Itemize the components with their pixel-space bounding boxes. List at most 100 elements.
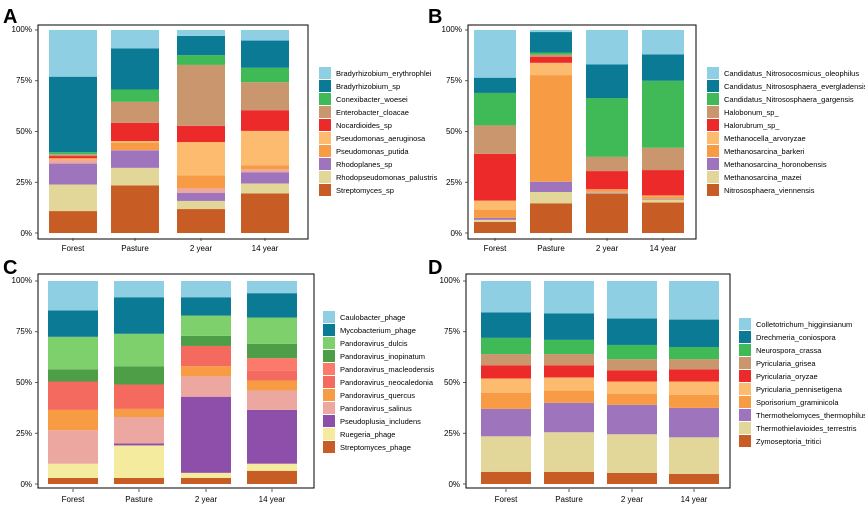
y-tick-label: 0% [448,480,460,489]
bar-segment [177,175,225,189]
bar-segment [49,211,97,233]
bar-segment [544,390,594,403]
panel-c-frame [37,273,315,489]
panel-b-x-axis: Forest Pasture 2 year 14 year [484,244,677,253]
panel-b-bars [465,29,684,241]
x-tick-label: 14 year [252,244,279,253]
bar-segment [642,54,684,81]
panel-a: A 0% 25% 50% 75% 100% Forest Pasture 2 y… [3,6,438,253]
bar-segment [241,165,289,170]
bar-segment [481,378,531,393]
legend-swatch [319,132,331,144]
bar-segment [114,384,164,409]
bar-segment [49,30,97,77]
bar-segment [48,430,98,464]
bar-segment [177,188,225,194]
x-tick-label: Forest [484,244,507,253]
bar-segment [49,159,97,161]
bar-segment [544,281,594,314]
bar-segment [481,408,531,437]
bar-segment [669,381,719,395]
bar-segment [177,209,225,233]
legend-swatch [707,184,719,196]
bar-segment [181,366,231,377]
bar-segment [247,317,297,344]
bar-segment [114,297,164,334]
bar-segment [669,346,719,360]
bar-segment [481,354,531,366]
legend-label: Methanosarcina_barkeri [724,147,805,156]
bar-segment [48,310,98,337]
legend-label: Pseudomonas_aeruginosa [336,134,426,143]
bar-segment [247,358,297,371]
bar-segment [669,394,719,408]
bar-segment [544,402,594,433]
bar-segment [586,193,628,233]
bar-segment [49,160,97,164]
bar-segment [111,30,159,49]
legend-swatch [739,422,751,434]
bar-segment [114,443,164,446]
bar-segment [474,92,516,126]
panel-a-bars [35,29,289,241]
panel-d: D 0% 25% 50% 75% 100% Forest Pasture 2 y… [428,257,865,504]
legend-label: Nitrososphaera_viennensis [724,186,815,195]
bar-segment [48,381,98,410]
bar-segment [530,30,572,33]
panel-a-x-axis: Forest Pasture 2 year 14 year [62,244,279,253]
y-tick-label: 75% [16,76,32,85]
x-tick-label: 2 year [596,244,619,253]
bar-segment [642,80,684,148]
bar-segment [49,156,97,159]
bar-segment [474,125,516,154]
bar-segment [607,344,657,360]
bar-segment [544,313,594,340]
bar-segment [586,189,628,192]
y-tick-label: 75% [446,76,462,85]
legend-label: Rhodoplanes_sp [336,160,392,169]
legend-swatch [323,337,335,349]
panel-c-y-axis: 0% 25% 50% 75% 100% [12,276,32,489]
bar-segment [530,32,572,53]
bar-segment [474,209,516,218]
bar-segment [586,171,628,190]
bar-segment [544,339,594,355]
bar-segment [642,202,684,233]
legend-swatch [323,376,335,388]
legend-label: Candidatus_Nitrososphaera_gargensis [724,95,854,104]
legend-swatch [707,93,719,105]
panel-c: C 0% 25% 50% 75% 100% Forest Pasture 2 y… [3,257,434,504]
bar-segment [247,281,297,294]
bar-segment [586,156,628,172]
bar-segment [177,193,225,201]
bar-segment [247,293,297,318]
legend-label: Sporisorium_graminicola [756,398,839,407]
bar-segment [607,359,657,371]
x-tick-label: 14 year [681,495,708,504]
bar-segment [530,54,572,57]
bar-segment [181,477,231,484]
legend-label: Enterobacter_cloacae [336,108,409,117]
bar-segment [111,48,159,90]
bar-segment [669,359,719,370]
panel-a-letter: A [3,6,17,28]
bar-segment [111,122,159,142]
legend-swatch [323,311,335,323]
bar-segment [114,477,164,484]
bar-segment [530,191,572,204]
bar-segment [474,221,516,234]
legend-swatch [319,158,331,170]
legend-label: Drechmeria_coniospora [756,333,836,342]
legend-label: Ruegeria_phage [340,430,395,439]
bar-segment [111,142,159,150]
bar-segment [530,203,572,233]
legend-swatch [319,145,331,157]
bar-segment [49,158,97,160]
bar-segment [247,370,297,381]
legend-swatch [707,106,719,118]
legend-swatch [707,67,719,79]
panel-b-frame [467,24,697,240]
x-tick-label: 2 year [621,495,644,504]
bar-segment [642,196,684,199]
legend-swatch [319,171,331,183]
